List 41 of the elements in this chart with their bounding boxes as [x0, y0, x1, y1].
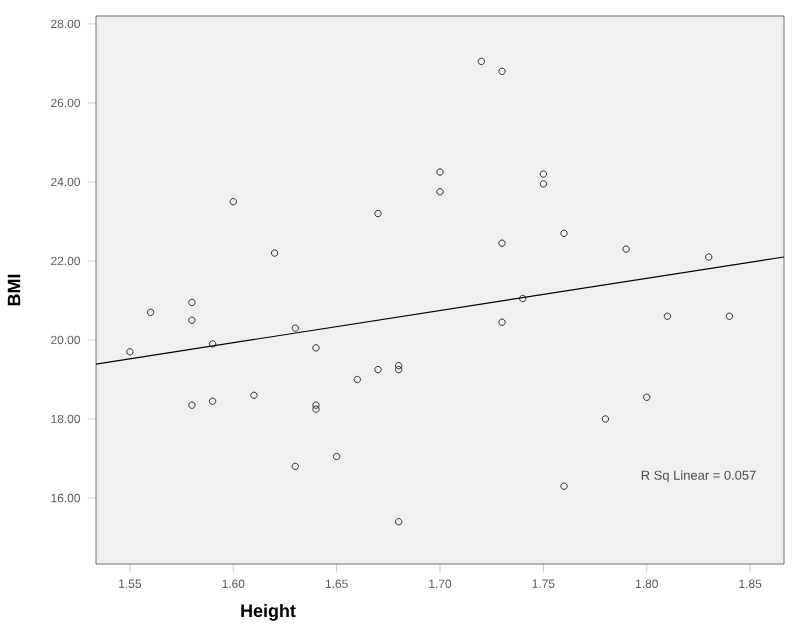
point — [229, 198, 237, 206]
point — [725, 312, 734, 320]
point — [291, 324, 299, 332]
point — [374, 209, 382, 218]
point — [560, 229, 568, 237]
y-axis-title: BMI — [7, 274, 21, 306]
point — [146, 308, 155, 316]
point — [312, 405, 320, 413]
point — [498, 67, 506, 75]
point — [209, 397, 217, 405]
point — [395, 366, 403, 374]
point — [188, 316, 196, 324]
point — [705, 253, 713, 261]
point — [519, 294, 527, 303]
point — [539, 180, 547, 188]
point — [333, 452, 341, 461]
point — [291, 462, 299, 470]
point — [498, 239, 506, 247]
point — [353, 375, 361, 384]
point — [312, 401, 320, 409]
point — [209, 340, 217, 348]
point — [477, 57, 485, 66]
point — [601, 415, 609, 423]
point — [663, 312, 671, 320]
point — [271, 249, 279, 257]
point — [539, 170, 547, 178]
point — [395, 518, 403, 526]
point — [374, 366, 382, 374]
point — [560, 482, 568, 490]
point — [126, 348, 134, 356]
point — [436, 168, 444, 176]
point — [188, 298, 196, 307]
point — [498, 318, 506, 326]
point — [312, 344, 320, 352]
point — [250, 391, 258, 399]
point — [622, 245, 630, 253]
x-axis-title: Height — [241, 603, 296, 621]
point — [643, 393, 651, 401]
point — [188, 401, 196, 409]
point — [395, 362, 403, 370]
point — [436, 188, 444, 196]
